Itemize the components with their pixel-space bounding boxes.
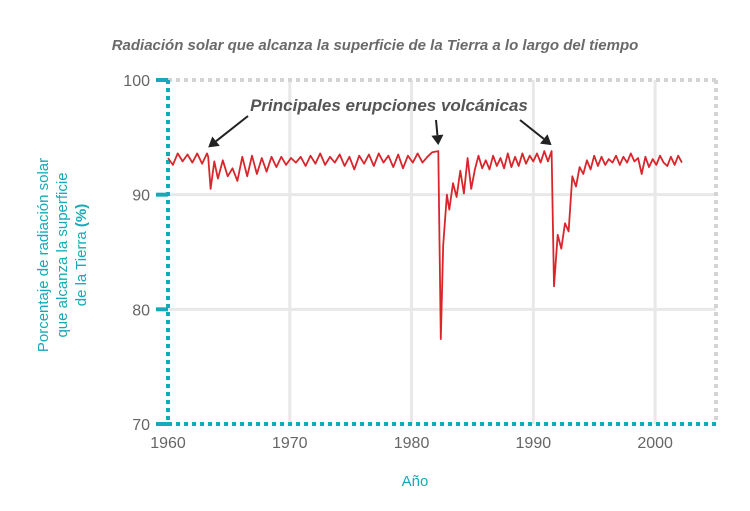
y-tick-label: 80: [132, 302, 150, 319]
annotation-arrow: [215, 115, 249, 142]
axes: [156, 78, 716, 426]
x-tick-label: 2000: [637, 435, 673, 452]
chart-title: Radiación solar que alcanza la superfici…: [112, 37, 639, 54]
x-tick-label: 1970: [272, 435, 308, 452]
series-layer: [167, 150, 683, 340]
annotation-arrow: [435, 119, 439, 136]
y-tick-label: 100: [123, 73, 150, 90]
y-tick-label: 70: [132, 417, 150, 434]
series-line: [167, 150, 683, 340]
x-axis-label: Año: [402, 473, 429, 490]
y-axis-label-line-3: de la Tierra (%): [73, 204, 90, 307]
annotation-label: Principales erupciones volcánicas: [250, 96, 528, 115]
x-tick-label: 1980: [394, 435, 430, 452]
x-tick-label: 1990: [516, 435, 552, 452]
y-axis-label: Porcentaje de radiación solar que alcanz…: [35, 158, 90, 352]
y-axis-label-unit: (%): [73, 204, 90, 227]
x-tick-labels: 1960 1970 1980 1990 2000: [150, 435, 673, 452]
y-axis-label-line-2: que alcanza la superficie: [54, 172, 71, 337]
y-axis-label-line-1: Porcentaje de radiación solar: [35, 158, 52, 352]
annotation-arrowhead: [431, 134, 444, 146]
annotation-arrowhead: [540, 134, 552, 146]
x-tick-label: 1960: [150, 435, 186, 452]
annotation: Principales erupciones volcánicas: [208, 96, 552, 148]
annotation-arrow: [519, 119, 545, 140]
y-tick-labels: 70 80 90 100: [123, 73, 150, 434]
grid: [168, 80, 716, 424]
y-tick-label: 90: [132, 188, 150, 205]
annotation-arrows: [208, 115, 552, 148]
y-axis-label-line-3-text: de la Tierra: [73, 227, 90, 306]
annotation-arrowhead: [208, 136, 220, 148]
plot-frame: [168, 78, 718, 424]
